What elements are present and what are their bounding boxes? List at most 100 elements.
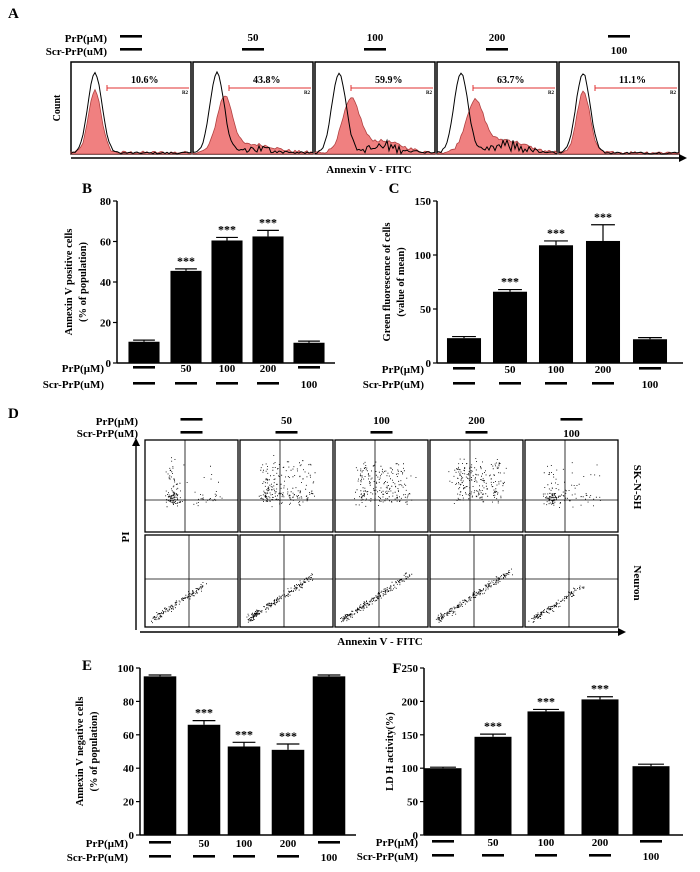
gate-percent: 11.1% <box>619 75 646 86</box>
gate-label: R2 <box>548 91 555 96</box>
dot-plot-panel <box>524 439 619 533</box>
x-scr-value-dash <box>535 854 557 857</box>
x-prp-value: 50 <box>505 364 517 376</box>
x-scr-value-dash <box>482 854 504 857</box>
panel-d-scr-value-dash <box>370 431 393 434</box>
panel-a-scr-value-dash <box>120 48 142 51</box>
gate-percent: 59.9% <box>375 75 403 86</box>
bar <box>312 676 346 835</box>
x-scr-value-dash <box>545 382 567 385</box>
dot-plot-panel <box>429 534 524 628</box>
y-tick-label: 100 <box>415 250 432 262</box>
histogram-fill <box>314 97 436 155</box>
significance-marker: *** <box>537 694 555 708</box>
panel-f-letter: F <box>392 661 401 677</box>
dot-plot-frame <box>524 439 619 533</box>
x-scr-value-dash <box>432 854 454 857</box>
dot-plot-panel <box>334 439 429 533</box>
x-prp-value: 200 <box>260 363 277 375</box>
panel-d-prp-label: PrP(μM) <box>96 416 139 428</box>
bar <box>538 245 574 363</box>
dot-plot-frame <box>239 534 334 628</box>
panel-d-scr-value-dash <box>465 431 488 434</box>
panel-d-prp-value-dash <box>180 418 203 421</box>
histogram-panel: 63.7% R2 <box>436 61 558 155</box>
y-axis-label: Annexin V negative cells <box>75 697 86 807</box>
dot-plot-panel <box>239 534 334 628</box>
x-prp-value: 100 <box>219 363 236 375</box>
dot-scatter <box>246 573 314 623</box>
x-scr-value-dash <box>133 382 155 385</box>
dot-plot-panel <box>144 439 239 533</box>
histogram-outline <box>314 72 436 155</box>
panel-d-y-arrowhead <box>132 438 140 446</box>
panel-d-x-arrowhead <box>618 628 626 636</box>
bar <box>632 766 670 835</box>
y-tick-label: 80 <box>123 696 135 708</box>
y-tick-label: 200 <box>402 696 419 708</box>
x-prp-value-dash <box>640 840 662 843</box>
gate-percent: 43.8% <box>253 75 281 86</box>
dot-plot-panel <box>334 534 429 628</box>
y-tick-label: 50 <box>420 304 432 316</box>
x-prp-value-dash <box>432 840 454 843</box>
y-tick-label: 0 <box>106 358 112 370</box>
x-prp-value-dash <box>639 367 661 370</box>
significance-marker: *** <box>591 682 609 696</box>
y-tick-label: 100 <box>118 663 135 675</box>
histogram-panel: 10.6% R2 <box>70 61 192 155</box>
x-prp-value: 200 <box>592 837 609 849</box>
x-prp-value-dash <box>453 367 475 370</box>
bar <box>632 339 668 363</box>
x-prp-label: PrP(μM) <box>382 364 425 376</box>
gate-label: R2 <box>426 91 433 96</box>
x-scr-value-dash <box>453 382 475 385</box>
panel-e-letter: E <box>82 658 92 674</box>
dot-scatter <box>340 572 413 623</box>
x-scr-label: Scr-PrP(uM) <box>67 852 129 864</box>
histogram-fill <box>192 95 314 155</box>
y-tick-label: 100 <box>402 763 419 775</box>
panel-d-scr-label: Scr-PrP(uM) <box>77 428 139 440</box>
dot-plot-frame <box>334 534 429 628</box>
bar <box>474 736 512 835</box>
dot-scatter <box>528 585 585 623</box>
significance-marker: *** <box>594 210 612 224</box>
panel-a-scr-value-dash <box>242 48 264 51</box>
panel-d-prp-value-dash <box>560 418 583 421</box>
panel-b-letter: B <box>82 181 92 197</box>
dot-scatter <box>542 462 601 508</box>
x-scr-value: 100 <box>643 851 660 863</box>
y-tick-label: 50 <box>407 797 419 809</box>
panel-a-scr-value-dash <box>486 48 508 51</box>
dot-plot-panel <box>239 439 334 533</box>
y-axis-label: (% of population) <box>89 711 100 791</box>
significance-marker: *** <box>484 719 502 733</box>
bar <box>128 341 160 363</box>
panel-a-scr-value-dash <box>364 48 386 51</box>
x-scr-value-dash <box>149 855 171 858</box>
x-prp-value: 200 <box>280 838 297 850</box>
gate-label: R2 <box>670 91 677 96</box>
dot-plot-panel <box>524 534 619 628</box>
x-scr-value-dash <box>216 382 238 385</box>
bar <box>271 749 305 835</box>
x-scr-value: 100 <box>321 852 338 864</box>
bar <box>492 291 528 363</box>
dot-plot-frame <box>429 439 524 533</box>
x-prp-value: 100 <box>538 837 555 849</box>
dot-scatter <box>435 568 513 623</box>
panel-a-scr-label: Scr-PrP(uM) <box>46 46 108 58</box>
bar-chart-b: B 0 20 40 60 80 *** *** *** PrP(μM) Scr-PrP(uM) Ann… <box>43 181 335 391</box>
y-axis-label: Annexin V positive cells <box>64 229 75 336</box>
row-label-neuron: Neuron <box>631 565 643 600</box>
x-scr-label: Scr-PrP(uM) <box>43 379 105 391</box>
y-tick-label: 250 <box>402 663 419 675</box>
panel-a-scr-value: 100 <box>611 45 628 57</box>
histogram-panel: 43.8% R2 <box>192 61 314 155</box>
y-axis-label: Green fluorescence of cells <box>382 223 393 342</box>
panel-a-prp-label: PrP(μM) <box>65 33 108 45</box>
bar-chart-c: C 0 50 100 150 *** *** *** PrP(μM) Scr-PrP(uM) Gre… <box>363 181 683 391</box>
x-scr-value: 100 <box>642 379 659 391</box>
